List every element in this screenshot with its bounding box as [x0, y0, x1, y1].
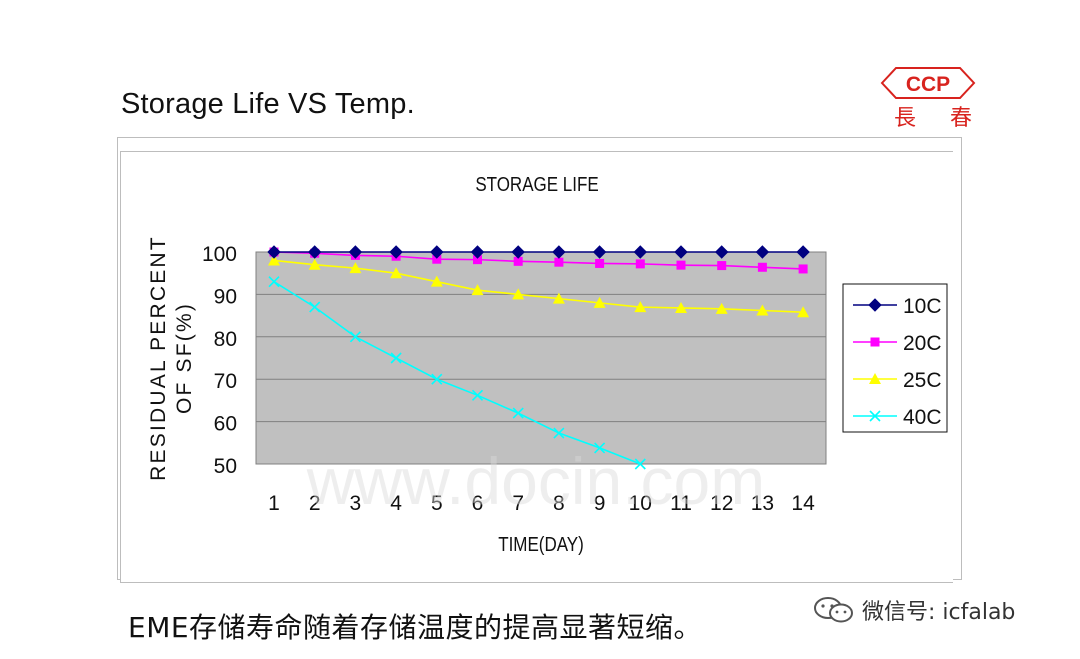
- y-tick-label: 90: [214, 285, 237, 308]
- series-40c-point: [634, 458, 646, 470]
- series-20c-point: [635, 259, 645, 269]
- legend-25c-swatch-marker: [869, 373, 881, 384]
- series-25c-point: [552, 292, 565, 304]
- x-tick-label: 8: [553, 492, 565, 515]
- logo-chinese: 長 春: [894, 100, 972, 132]
- series-40c-line: [273, 281, 641, 465]
- ccp-logo-diamond: CCP: [880, 67, 976, 99]
- legend-20c-label: 20C: [903, 332, 942, 355]
- series-10c-point: [796, 245, 810, 259]
- series-25c-point: [512, 288, 525, 300]
- y-tick-label: 100: [202, 243, 237, 266]
- series-40c-point: [594, 442, 606, 454]
- series-20c-line: [273, 251, 804, 270]
- x-tick-label: 9: [594, 492, 606, 515]
- series-25c-point: [593, 296, 606, 308]
- x-tick-label: 14: [791, 492, 815, 515]
- legend-40c-swatch-marker: [869, 410, 881, 422]
- series-10c-point: [755, 245, 770, 259]
- series-20c-point: [473, 255, 482, 265]
- logo-chinese-left: 長: [894, 106, 917, 131]
- x-tick-label: 2: [309, 492, 321, 515]
- y-tick-label: 60: [214, 413, 237, 436]
- series-25c-point: [308, 258, 321, 270]
- series-10c-point: [430, 245, 444, 259]
- series-40c-point: [471, 389, 484, 401]
- series-10c-point: [714, 245, 729, 259]
- series-10c-point: [470, 245, 485, 259]
- series-10c-point: [307, 245, 322, 259]
- series-40c-point: [309, 301, 321, 313]
- series-20c-point: [676, 260, 686, 270]
- series-20c-point: [757, 262, 767, 272]
- wechat-icon: [814, 597, 853, 623]
- series-20c-point: [798, 264, 808, 274]
- x-tick-label: 13: [751, 492, 774, 515]
- series-10c-point: [592, 245, 607, 259]
- series-25c-point: [675, 301, 687, 313]
- logo-chinese-right: 春: [949, 106, 972, 131]
- series-25c-line: [273, 259, 804, 314]
- x-tick-label: 6: [472, 492, 484, 515]
- y-axis-label-line1: RESIDUAL PERCENT: [147, 235, 170, 481]
- legend-10c-label: 10C: [903, 295, 942, 318]
- series-10c-point: [674, 245, 688, 259]
- series-40c-point: [268, 276, 280, 288]
- series-20c-point: [432, 254, 442, 264]
- y-axis-label-line2: OF SF(%): [173, 302, 196, 414]
- plot-area: [255, 251, 827, 465]
- series-25c-point: [756, 304, 769, 316]
- series-10c-point: [552, 245, 566, 259]
- series-25c-point: [430, 275, 443, 287]
- y-tick-label: 70: [214, 370, 237, 393]
- legend-box: [842, 283, 948, 433]
- y-tick-label: 50: [214, 455, 237, 478]
- series-10c-point: [389, 245, 403, 259]
- series-10c-point: [267, 245, 281, 259]
- series-25c-point: [268, 254, 280, 266]
- series-25c-point: [797, 306, 810, 318]
- chart-area: STORAGE LIFE 100 90 80 70 60 50 1 2 3 4 5 6 7 8 9 10 11 12…: [120, 151, 953, 583]
- x-axis-label: TIME(DAY): [498, 533, 584, 556]
- series-40c-point: [553, 427, 565, 439]
- x-tick-label: 4: [390, 492, 402, 515]
- docin-watermark: www.docin.com: [306, 444, 766, 518]
- legend-25c-label: 25C: [903, 369, 942, 392]
- series-25c-point: [349, 262, 362, 274]
- chart-title: STORAGE LIFE: [475, 173, 598, 196]
- legend-40c-label: 40C: [903, 406, 942, 429]
- y-tick-label: 80: [214, 328, 237, 351]
- wechat-watermark: 微信号: icfalab: [812, 595, 1015, 625]
- series-10c-point: [633, 245, 648, 259]
- x-tick-label: 12: [710, 492, 733, 515]
- slide-caption: EME存储寿命随着存储温度的提高显著短缩。: [128, 611, 703, 644]
- ccp-logo: CCP 長 春: [880, 66, 976, 131]
- series-40c-point: [512, 407, 524, 419]
- series-20c-point: [595, 258, 605, 268]
- x-tick-label: 7: [512, 492, 524, 515]
- legend-20c-swatch-marker: [870, 337, 880, 347]
- x-tick-label: 3: [350, 492, 362, 515]
- series-20c-point: [554, 257, 564, 267]
- series-40c-point: [390, 352, 402, 364]
- series-40c-point: [349, 331, 361, 343]
- watermark-text: 微信号: icfalab: [862, 600, 1016, 625]
- series-25c-point: [715, 302, 728, 314]
- series-25c-point: [390, 267, 403, 279]
- series-10c-point: [511, 245, 525, 259]
- series-25c-point: [471, 284, 484, 296]
- x-tick-label: 11: [670, 492, 692, 515]
- slide-title: Storage Life VS Temp.: [121, 88, 415, 120]
- series-20c-point: [717, 261, 727, 271]
- series-25c-point: [634, 301, 647, 313]
- x-tick-label: 5: [431, 492, 443, 515]
- x-tick-label: 1: [268, 492, 280, 515]
- series-20c-point: [513, 256, 523, 266]
- series-40c-point: [431, 373, 443, 385]
- legend-10c-swatch-marker: [868, 298, 882, 312]
- logo-brand: CCP: [906, 73, 950, 96]
- x-tick-label: 10: [629, 492, 652, 515]
- series-10c-point: [348, 245, 363, 259]
